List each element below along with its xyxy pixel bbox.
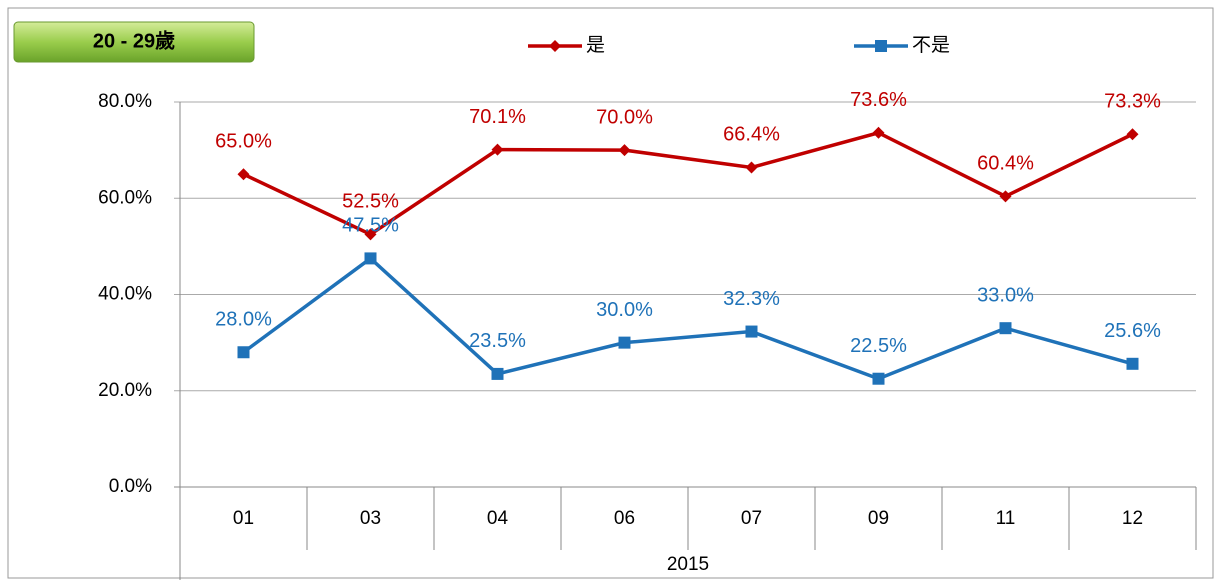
data-label: 23.5% (469, 330, 526, 352)
x-tick-label: 12 (1122, 508, 1143, 529)
data-label: 70.1% (469, 106, 526, 128)
data-label: 52.5% (342, 191, 399, 213)
legend-label: 不是 (912, 35, 950, 56)
marker (875, 40, 887, 52)
marker (237, 346, 250, 359)
marker (1126, 357, 1139, 370)
data-label: 47.5% (342, 215, 399, 237)
data-label: 22.5% (850, 335, 907, 357)
marker (491, 143, 504, 156)
marker (999, 322, 1012, 335)
x-tick-label: 06 (614, 508, 635, 529)
data-label: 33.0% (977, 284, 1034, 306)
data-label: 32.3% (723, 288, 780, 310)
marker (872, 372, 885, 385)
marker (237, 168, 250, 181)
marker (491, 367, 504, 380)
x-group-label: 2015 (667, 554, 709, 575)
marker (745, 325, 758, 338)
legend-label: 是 (586, 35, 605, 56)
series-line (242, 256, 1133, 381)
marker (745, 161, 758, 174)
x-tick-label: 11 (996, 508, 1016, 529)
marker (999, 190, 1012, 203)
chart-title: 20 - 29歲 (93, 28, 175, 52)
frame (7, 7, 1214, 579)
marker (364, 228, 377, 241)
marker (364, 252, 377, 265)
data-label: 28.0% (215, 309, 272, 331)
data-label: 25.6% (1104, 320, 1161, 342)
data-label: 65.0% (215, 130, 272, 152)
x-tick-label: 01 (233, 508, 254, 529)
series-line (242, 130, 1134, 237)
data-label: 73.6% (850, 89, 907, 111)
marker (618, 144, 631, 157)
data-label: 66.4% (723, 124, 780, 146)
y-tick-label: 80.0% (98, 91, 152, 112)
y-tick-label: 20.0% (98, 380, 152, 401)
marker (549, 40, 561, 52)
marker (1126, 128, 1139, 141)
data-label: 30.0% (596, 299, 653, 321)
marker (872, 126, 885, 139)
x-tick-label: 09 (868, 508, 889, 529)
data-label: 73.3% (1104, 91, 1161, 113)
y-tick-label: 60.0% (98, 187, 152, 208)
y-tick-label: 0.0% (109, 476, 152, 497)
x-tick-label: 03 (360, 508, 381, 529)
y-tick-label: 40.0% (98, 284, 152, 305)
x-tick-label: 04 (487, 508, 509, 529)
title-box (13, 21, 255, 63)
marker (618, 336, 631, 349)
data-label: 70.0% (596, 106, 653, 128)
x-tick-label: 07 (741, 508, 762, 529)
data-label: 60.4% (977, 153, 1034, 175)
